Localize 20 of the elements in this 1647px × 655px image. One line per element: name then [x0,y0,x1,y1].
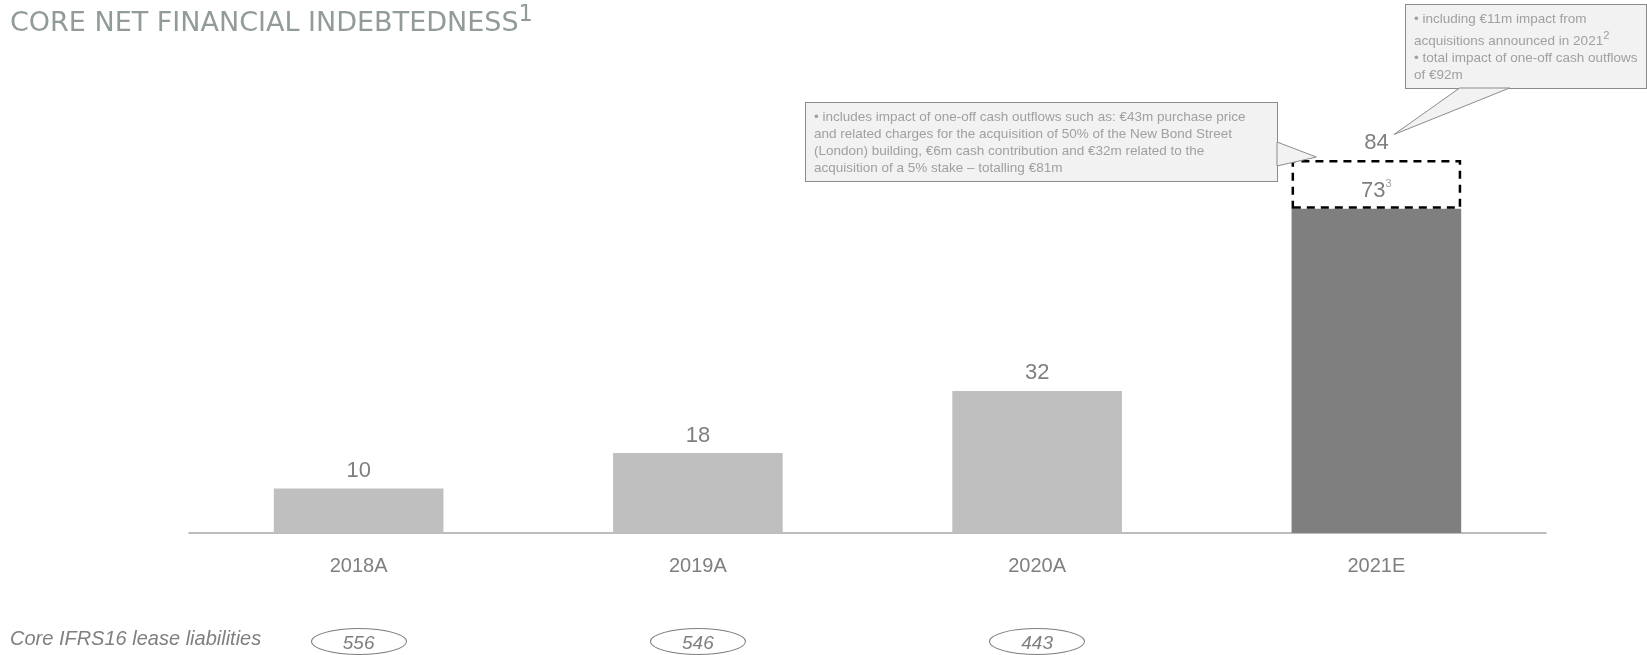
x-tick-label: 2020A [1008,554,1067,576]
chart-title: CORE NET FINANCIAL INDEBTEDNESS$^{1}$ [10,0,533,37]
data-label: 10 [346,457,371,483]
bar [613,453,783,533]
bar [1291,208,1462,533]
data-label: 32 [1024,359,1050,385]
x-tick-label: 2021E [1347,554,1406,576]
speech-callout: • including €11m impact from acquisitions announced in 2021$^{2}$ • total impact of one-off cash outflows of €92m [1393,4,1647,135]
text: Core IFRS16 lease liabilities [10,627,262,650]
text: 556 [310,628,407,655]
bar [273,488,444,533]
total-label: 84 [1364,128,1389,154]
text: 546 [649,628,746,655]
speech-callout: • includes impact of one-off cash outflows such as: €43m purchase price and related charges for the acquisition of 50% of the New Bond Street (London) building, €6m cash contribution and €32m related to the acquisition of a 5% stake – totalling €81m [805,102,1318,182]
x-tick-label: 2018A [329,554,389,576]
bar [1291,160,1462,209]
bar [952,390,1122,533]
text: 443 [989,628,1086,655]
x-tick-label: 2019A [668,554,728,576]
data-label: 18 [685,421,711,447]
